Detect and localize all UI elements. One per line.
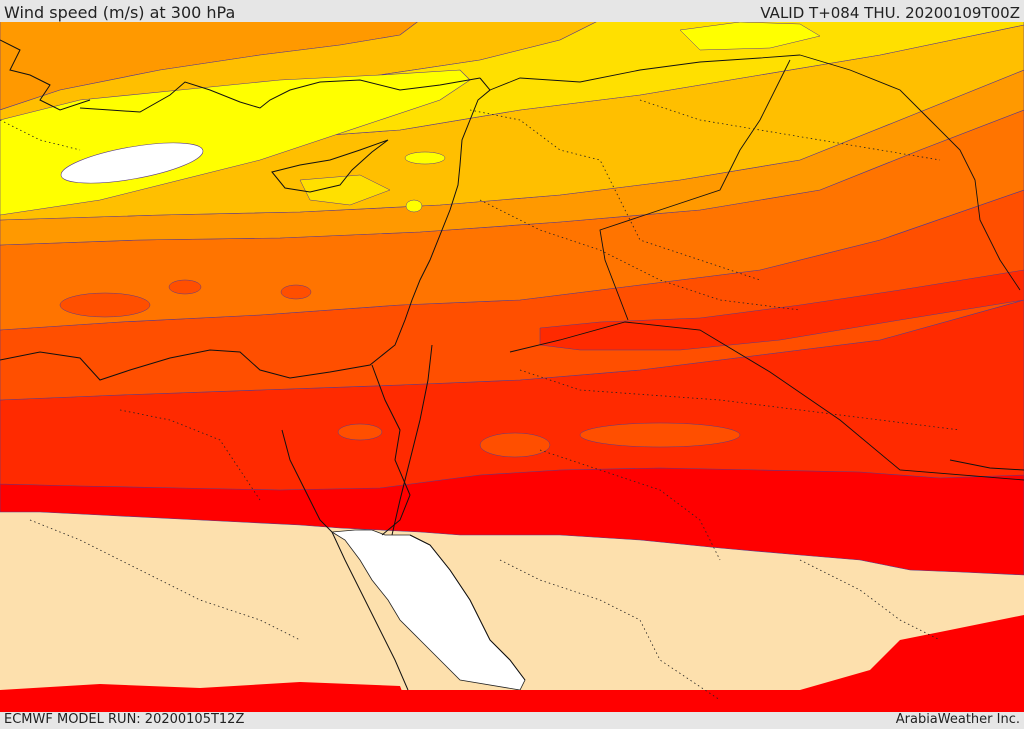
footer-bar: ECMWF MODEL RUN: 20200105T12Z ArabiaWeat… (0, 712, 1024, 729)
iraq-iran-border (799, 54, 1021, 291)
provider-credit: ArabiaWeather Inc. (895, 712, 1020, 727)
map-canvas (0, 20, 1024, 712)
gulf-of-suez-west (281, 429, 333, 533)
sinai-gulf-of-suez (371, 364, 411, 536)
header-bar: Wind speed (m/s) at 300 hPa VALID T+084 … (0, 0, 1024, 22)
speed-blob (59, 292, 151, 318)
red-band-sw (0, 682, 410, 712)
red-sea-east-coast (409, 534, 526, 681)
jet-core (60, 142, 204, 184)
speed-blob (168, 279, 202, 295)
speed-blob (404, 151, 446, 165)
red-sea-west-coast (331, 531, 409, 691)
mediterranean-south-coast (0, 77, 491, 381)
red-band-se (530, 615, 1024, 712)
anatolia-south-coast (79, 77, 481, 113)
map-title: Wind speed (m/s) at 300 hPa (4, 3, 236, 22)
persian-gulf-coast (949, 459, 1024, 471)
coastlines (0, 39, 1024, 691)
speed-blob (280, 284, 312, 300)
country-borders (489, 54, 1024, 481)
saudi-jordan-iraq-border (509, 321, 1024, 481)
valid-time: VALID T+084 THU. 20200109T00Z (760, 4, 1020, 22)
speed-blob (479, 432, 551, 458)
admin-borders (0, 99, 961, 701)
speed-blob (337, 423, 383, 441)
syria-turkey-border (489, 54, 801, 91)
wind-speed-map (0, 20, 1024, 712)
jordan-iraq-border (599, 59, 791, 321)
model-run: ECMWF MODEL RUN: 20200105T12Z (4, 712, 245, 727)
orange-red-inner-band (539, 269, 1024, 351)
gold-band-inner (299, 174, 391, 206)
yellow-north-patch (679, 21, 821, 51)
speed-blob (405, 199, 423, 213)
gulf-of-aqaba (391, 344, 433, 536)
cyprus-island (271, 139, 389, 193)
greek-islands (0, 39, 91, 111)
speed-blob (579, 422, 741, 448)
